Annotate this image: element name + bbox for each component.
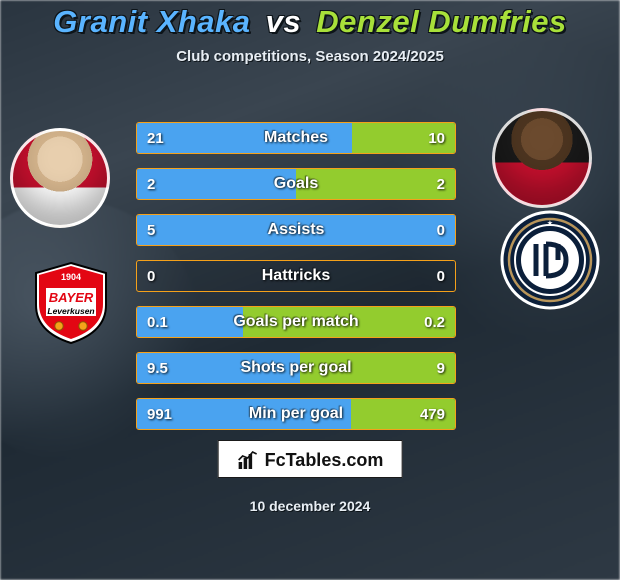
chart-icon (237, 449, 259, 471)
inter-icon: ★ (500, 210, 600, 310)
bar-fill-right (296, 169, 455, 199)
stat-value-left: 0 (147, 261, 155, 291)
stat-value-right: 0 (437, 261, 445, 291)
svg-text:★: ★ (547, 220, 553, 227)
stat-label: Hattricks (137, 261, 455, 291)
club-logo-left: 1904 BAYER Leverkusen (28, 260, 114, 346)
bar-fill-left (137, 353, 300, 383)
player1-avatar (10, 128, 110, 228)
date-label: 10 december 2024 (0, 498, 620, 514)
bar-fill-right (351, 399, 455, 429)
bar-fill-left (137, 215, 455, 245)
stat-row: 0 0Hattricks (136, 260, 456, 292)
bar-fill-right (243, 307, 455, 337)
bar-fill-left (137, 123, 352, 153)
stat-row: 2110Matches (136, 122, 456, 154)
stat-row: 9.59Shots per goal (136, 352, 456, 384)
stats-bars: 2110Matches 22Goals 50Assists 0 0Hattricks 0.… (136, 122, 456, 444)
club-left-name1: BAYER (49, 290, 94, 305)
bar-fill-left (137, 399, 351, 429)
stat-row: 991479Min per goal (136, 398, 456, 430)
subtitle: Club competitions, Season 2024/2025 (0, 48, 620, 65)
bar-fill-left (137, 307, 243, 337)
player2-avatar (492, 108, 592, 208)
vs-label: vs (266, 4, 301, 39)
brand-box: FcTables.com (218, 440, 403, 478)
bar-fill-left (137, 169, 296, 199)
club-left-name2: Leverkusen (47, 306, 94, 316)
club-left-year: 1904 (61, 272, 81, 282)
bayer-leverkusen-icon: 1904 BAYER Leverkusen (28, 260, 114, 346)
content-root: Granit Xhaka vs Denzel Dumfries Club com… (0, 0, 620, 580)
bar-fill-right (352, 123, 455, 153)
stat-row: 0.10.2Goals per match (136, 306, 456, 338)
club-logo-right: ★ (500, 210, 600, 310)
comparison-title: Granit Xhaka vs Denzel Dumfries (0, 4, 620, 40)
stat-row: 22Goals (136, 168, 456, 200)
brand-text: FcTables.com (265, 450, 384, 471)
stat-row: 50Assists (136, 214, 456, 246)
player2-name: Denzel Dumfries (316, 4, 566, 39)
player1-name: Granit Xhaka (53, 4, 250, 39)
bar-fill-right (300, 353, 455, 383)
